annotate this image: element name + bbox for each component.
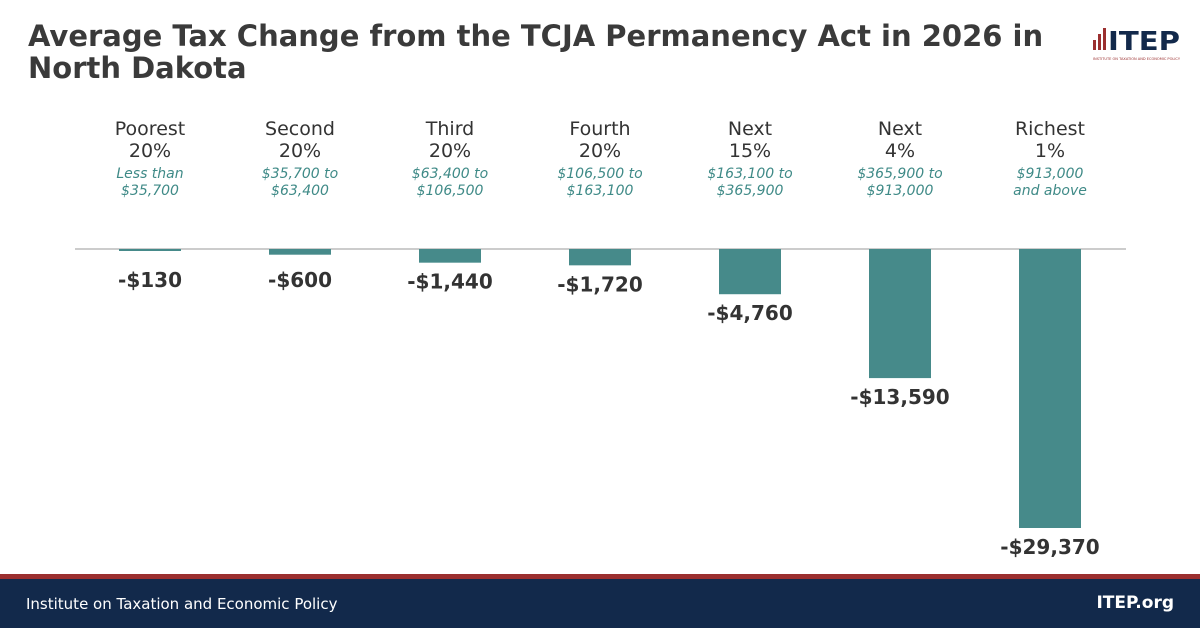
category-label: Poorest 20% Less than $35,700 [75, 118, 225, 200]
bar [269, 249, 331, 255]
data-label: -$29,370 [1000, 535, 1099, 559]
bar [869, 249, 931, 379]
category-label: Next 15% $163,100 to $365,900 [675, 118, 825, 200]
bar [569, 249, 631, 266]
data-label: -$130 [118, 268, 182, 292]
svg-text:INSTITUTE ON TAXATION AND ECON: INSTITUTE ON TAXATION AND ECONOMIC POLIC… [1093, 57, 1181, 61]
income-range: and above [1013, 183, 1087, 199]
group-name: Next [877, 118, 923, 140]
data-label: -$600 [268, 268, 332, 292]
bar [119, 249, 181, 251]
footer-org-name: Institute on Taxation and Economic Polic… [26, 595, 338, 613]
category-label: Fourth 20% $106,500 to $163,100 [525, 118, 675, 200]
income-range: $106,500 to [557, 166, 643, 182]
income-range: Less than [116, 166, 184, 182]
group-share: 1% [1034, 140, 1066, 162]
bar [719, 249, 781, 295]
group-share: 4% [884, 140, 916, 162]
bar [419, 249, 481, 263]
category-label: Second 20% $35,700 to $63,400 [225, 118, 375, 200]
group-share: 20% [278, 140, 322, 162]
footer-website[interactable]: ITEP.org [1096, 593, 1174, 613]
group-share: 20% [428, 140, 472, 162]
income-range: $35,700 [121, 183, 179, 199]
income-range: $163,100 to [707, 166, 793, 182]
income-range: $365,900 to [857, 166, 943, 182]
itep-logo: ITEP INSTITUTE ON TAXATION AND ECONOMIC … [1093, 27, 1181, 61]
group-name: Next [727, 118, 773, 140]
svg-text:ITEP: ITEP [1108, 27, 1180, 57]
income-range: $163,100 [566, 183, 634, 199]
data-label: -$4,760 [707, 301, 792, 325]
income-range: $35,700 to [261, 166, 339, 182]
category-label: Richest 1% $913,000 and above [975, 118, 1125, 200]
data-label: -$13,590 [850, 385, 949, 409]
group-share: 20% [578, 140, 622, 162]
group-name: Richest [1014, 118, 1085, 140]
footer: Institute on Taxation and Economic Polic… [0, 579, 1200, 628]
income-range: $913,000 [1016, 166, 1084, 182]
group-name: Fourth [569, 118, 631, 140]
group-share: 15% [728, 140, 772, 162]
income-range: $106,500 [416, 183, 484, 199]
data-label: -$1,720 [557, 272, 642, 296]
chart-title: Average Tax Change from the TCJA Permane… [28, 19, 1044, 85]
income-range: $913,000 [866, 183, 934, 199]
data-label: -$1,440 [407, 270, 492, 294]
group-name: Second [265, 118, 335, 140]
bar-chart: -$130 -$600 -$1,440 -$1,720 -$4,760 -$13,590 -… [75, 248, 1126, 559]
group-name: Poorest [114, 118, 186, 140]
group-name: Third [425, 118, 475, 140]
income-range: $365,900 [716, 183, 784, 199]
category-label: Third 20% $63,400 to $106,500 [375, 118, 525, 200]
group-share: 20% [128, 140, 172, 162]
accent-stripe [0, 574, 1200, 579]
income-range: $63,400 [271, 183, 329, 199]
bar [1019, 249, 1081, 528]
category-label: Next 4% $365,900 to $913,000 [825, 118, 975, 200]
income-range: $63,400 to [411, 166, 489, 182]
